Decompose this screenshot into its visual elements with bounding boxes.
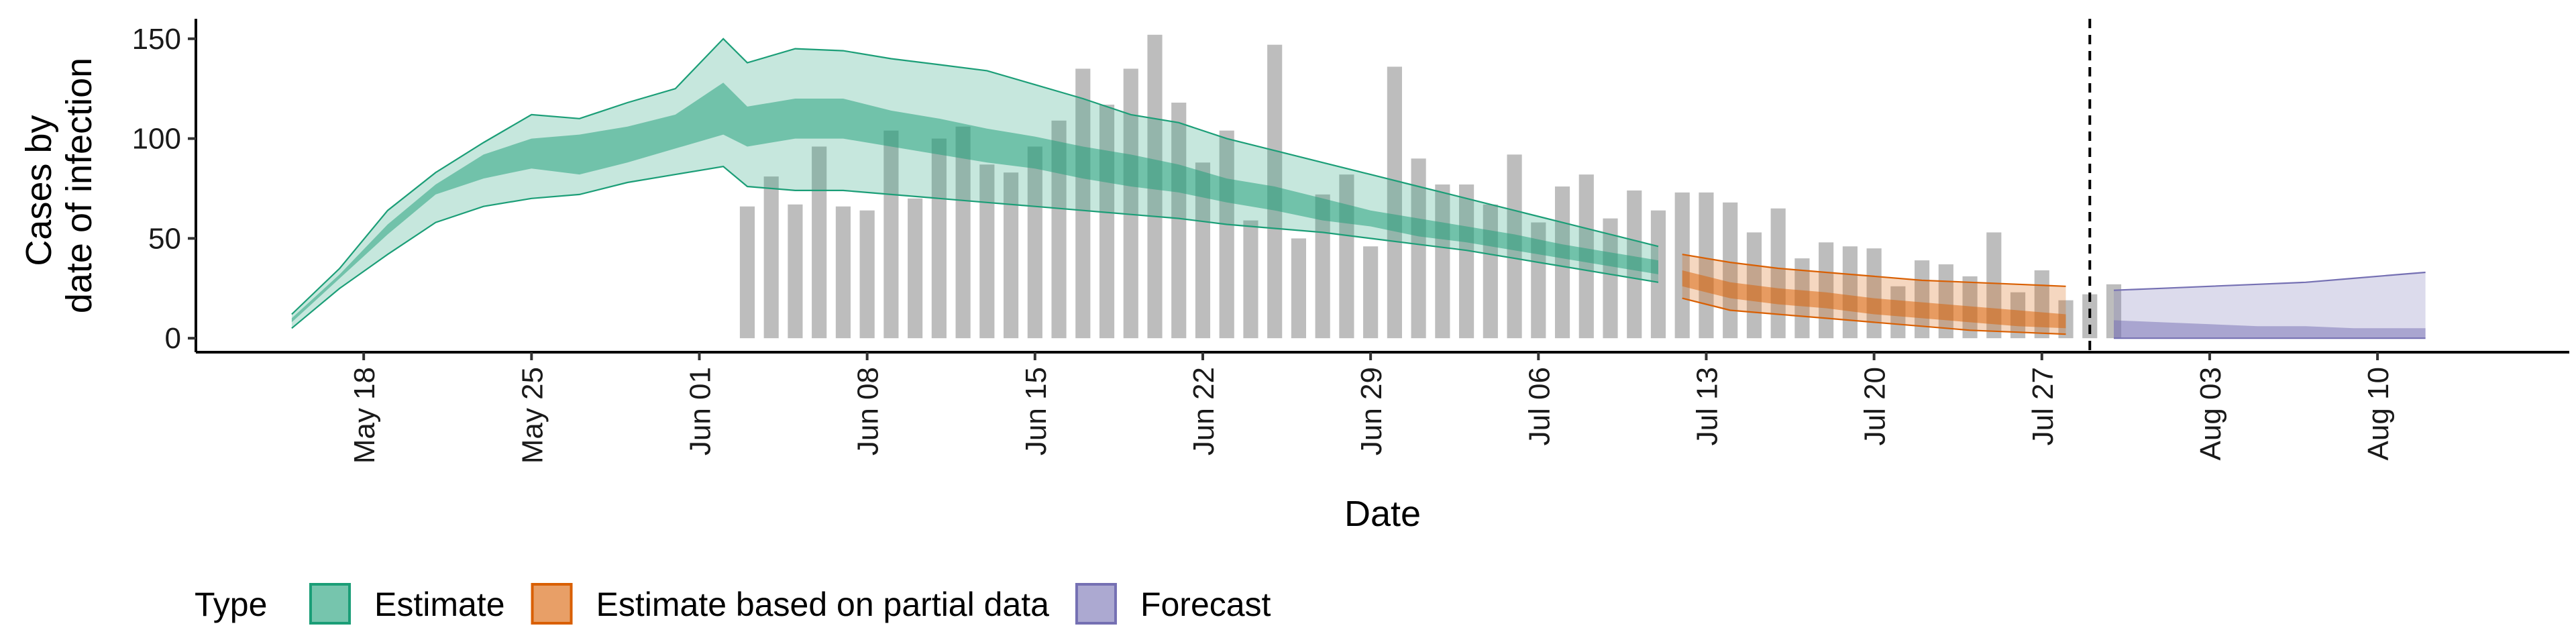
y-tick-label: 50 — [148, 222, 181, 255]
observed-case-bar — [1363, 246, 1379, 339]
y-axis-title-line-2: date of infection — [59, 58, 99, 313]
ci90-upper-line-forecast — [2113, 271, 2426, 291]
ci90-band-estimate — [291, 38, 1658, 329]
observed-case-bar — [1723, 202, 1738, 339]
y-axis-title-line-1: Cases by — [19, 115, 59, 266]
observed-case-bar — [1387, 66, 1402, 339]
legend-label: Estimate — [374, 586, 505, 623]
y-tick-label: 100 — [132, 123, 181, 156]
ci50-band-estimate-based-on-partial-data — [1682, 270, 2066, 329]
observed-case-bar — [1411, 158, 1426, 339]
x-tick-label: Jul 20 — [1859, 367, 1892, 445]
observed-case-bar — [1770, 208, 1786, 339]
observed-case-bar — [1051, 120, 1067, 339]
legend-title: Type — [195, 586, 267, 623]
observed-case-bar — [812, 146, 827, 339]
observed-case-bar — [1699, 192, 1714, 339]
observed-case-bar — [883, 130, 899, 339]
observed-case-bar — [931, 138, 947, 339]
observed-case-bar — [1075, 68, 1091, 339]
legend-swatch — [309, 583, 351, 625]
observed-case-bar — [1603, 218, 1618, 339]
observed-case-bar — [1003, 172, 1019, 339]
x-axis-title: Date — [1344, 494, 1421, 534]
estimate-ribbons — [291, 38, 2426, 339]
x-tick-label: Jun 01 — [684, 367, 716, 455]
x-tick-label: Jul 13 — [1690, 367, 1723, 445]
x-tick-label: May 25 — [516, 367, 549, 464]
y-axis-ticks: 0 50 100 150 — [132, 23, 196, 355]
legend-entry-forecast: Forecast — [1074, 582, 1271, 625]
ci90-lower-line-estimate-based-on-partial-data — [1682, 297, 2066, 335]
legend-swatch — [531, 583, 573, 625]
x-tick-label: Jul 06 — [1523, 367, 1556, 445]
observed-case-bar — [1554, 186, 1570, 339]
observed-case-bar — [955, 126, 971, 339]
x-tick-label: Aug 03 — [2194, 367, 2227, 460]
ci90-lower-line-estimate — [291, 166, 1659, 329]
ci50-band-forecast — [2114, 320, 2426, 339]
ci90-upper-line-estimate — [291, 38, 1659, 315]
x-axis-ticks: May 18 May 25 Jun 01 Jun 08 Jun 15 Jun 22 Jun … — [348, 352, 2395, 464]
observed-case-bar — [1291, 238, 1306, 339]
y-axis-title: Cases by date of infection — [19, 58, 99, 313]
x-tick-label: Jun 08 — [852, 367, 885, 455]
ci90-upper-line-estimate-based-on-partial-data — [1682, 254, 2066, 287]
observed-case-bar — [859, 210, 875, 339]
legend-label: Forecast — [1140, 586, 1271, 623]
observed-case-bar — [1459, 184, 1474, 339]
legend-entry-estimate: Estimate — [309, 582, 505, 625]
x-tick-label: Jul 27 — [2027, 367, 2059, 445]
observed-case-bar — [835, 206, 851, 339]
observed-case-bar — [1315, 194, 1330, 339]
observed-case-bar — [1123, 68, 1138, 339]
legend-label: Estimate based on partial data — [596, 586, 1050, 623]
series-estimate-based-on-partial-data — [1682, 254, 2066, 335]
legend-entry-estimate-based-on-partial-data: Estimate based on partial data — [530, 582, 1050, 625]
x-tick-label: Jun 22 — [1187, 367, 1220, 455]
ci90-band-forecast — [2114, 272, 2426, 339]
observed-case-bar — [1027, 146, 1042, 339]
legend-entries: Estimate Estimate based on partial data Fo… — [309, 582, 1271, 625]
observed-case-bar — [979, 164, 995, 339]
observed-case-bar — [788, 204, 803, 339]
legend-swatch — [1075, 583, 1117, 625]
observed-case-bar — [1195, 162, 1211, 339]
series-estimate — [291, 38, 1659, 329]
ci50-band-estimate — [291, 83, 1658, 323]
y-tick-label: 0 — [165, 322, 181, 355]
legend: Type Estimate Estimate based on partial d… — [195, 582, 1271, 625]
observed-case-bar — [1819, 242, 1834, 339]
x-tick-label: May 18 — [348, 367, 381, 464]
series-forecast — [2113, 271, 2426, 339]
observed-case-bar — [1866, 248, 1882, 339]
observed-case-bar — [1243, 220, 1258, 339]
observed-case-bar — [2058, 300, 2074, 339]
observed-case-bar — [763, 176, 779, 339]
observed-case-bar — [1674, 192, 1690, 339]
x-tick-label: Jun 29 — [1355, 367, 1388, 455]
axes: May 18 May 25 Jun 01 Jun 08 Jun 15 Jun 22 Jun … — [132, 19, 2569, 464]
observed-case-bar — [1650, 210, 1666, 339]
observed-case-bar — [1171, 102, 1187, 339]
observed-case-bar — [908, 198, 923, 339]
observed-cases-bars — [739, 34, 2122, 339]
x-tick-label: Aug 10 — [2362, 367, 2395, 460]
y-tick-label: 150 — [132, 23, 181, 56]
observed-case-bar — [739, 206, 755, 339]
observed-case-bar — [1842, 246, 1858, 339]
x-tick-label: Jun 15 — [1020, 367, 1053, 455]
